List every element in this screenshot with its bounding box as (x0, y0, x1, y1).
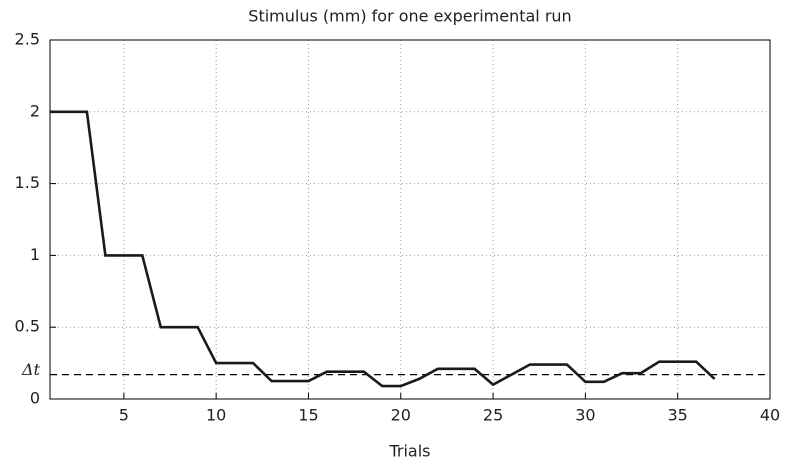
x-tick-label: 5 (119, 406, 129, 425)
x-tick-label: 25 (483, 406, 503, 425)
x-tick-label: 15 (298, 406, 318, 425)
x-tick-label: 40 (760, 406, 780, 425)
y-tick-label: 1.5 (15, 173, 40, 192)
reference-label: Δt (21, 360, 41, 379)
y-tick-label: 1 (30, 245, 40, 264)
data-line (50, 110, 716, 388)
chart-title: Stimulus (mm) for one experimental run (248, 7, 571, 26)
y-tick-label: 0 (30, 389, 40, 408)
plot-frame (49, 39, 771, 400)
x-tick-label: 10 (206, 406, 226, 425)
y-tick-label: 2 (30, 101, 40, 120)
x-tick-label: 30 (575, 406, 595, 425)
x-tick-label: 35 (668, 406, 688, 425)
x-tick-label: 20 (391, 406, 411, 425)
y-tick-label: 2.5 (15, 30, 40, 49)
y-tick-label: 0.5 (15, 317, 40, 336)
x-axis-label: Trials (388, 442, 430, 461)
